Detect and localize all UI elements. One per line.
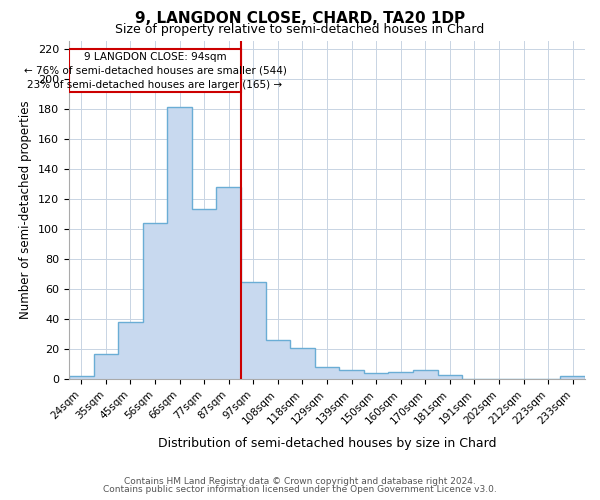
Text: 23% of semi-detached houses are larger (165) →: 23% of semi-detached houses are larger (… xyxy=(28,80,283,90)
Text: ← 76% of semi-detached houses are smaller (544): ← 76% of semi-detached houses are smalle… xyxy=(23,66,286,76)
Text: Size of property relative to semi-detached houses in Chard: Size of property relative to semi-detach… xyxy=(115,24,485,36)
FancyBboxPatch shape xyxy=(69,48,241,92)
Text: Contains HM Land Registry data © Crown copyright and database right 2024.: Contains HM Land Registry data © Crown c… xyxy=(124,477,476,486)
Text: Contains public sector information licensed under the Open Government Licence v3: Contains public sector information licen… xyxy=(103,485,497,494)
X-axis label: Distribution of semi-detached houses by size in Chard: Distribution of semi-detached houses by … xyxy=(158,437,496,450)
Y-axis label: Number of semi-detached properties: Number of semi-detached properties xyxy=(19,101,32,320)
Text: 9, LANGDON CLOSE, CHARD, TA20 1DP: 9, LANGDON CLOSE, CHARD, TA20 1DP xyxy=(135,11,465,26)
Text: 9 LANGDON CLOSE: 94sqm: 9 LANGDON CLOSE: 94sqm xyxy=(83,52,226,62)
